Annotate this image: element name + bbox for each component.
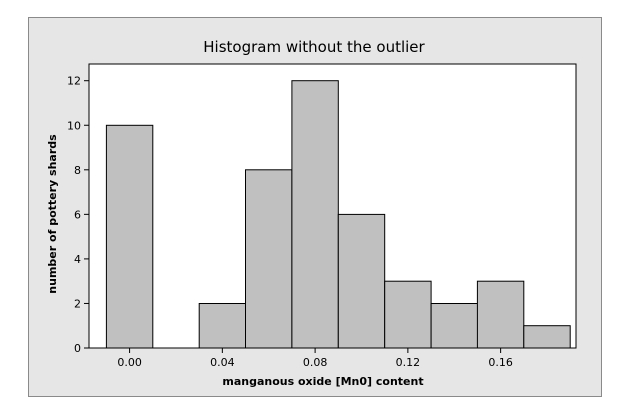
x-tick-label: 0.08 <box>303 356 328 369</box>
y-axis: 0 2 4 6 8 10 12 <box>67 75 89 355</box>
x-tick-label: 0.00 <box>117 356 142 369</box>
histogram-bar <box>105 124 154 349</box>
y-tick-label: 12 <box>67 75 81 88</box>
y-axis-title: number of pottery shards <box>46 134 59 294</box>
y-tick-label: 0 <box>74 342 81 355</box>
bars-group <box>105 80 571 349</box>
x-tick-label: 0.12 <box>396 356 421 369</box>
x-axis: 0.00 0.04 0.08 0.12 0.16 <box>117 348 513 369</box>
x-tick-label: 0.04 <box>210 356 235 369</box>
histogram-bar <box>337 213 386 349</box>
histogram-bar <box>291 80 339 349</box>
chart-title: Histogram without the outlier <box>203 38 425 56</box>
histogram-bar <box>198 303 247 349</box>
histogram-bar <box>523 325 571 349</box>
x-axis-title: manganous oxide [Mn0] content <box>222 375 423 388</box>
y-tick-label: 10 <box>67 119 81 132</box>
histogram-bar <box>476 280 525 349</box>
y-tick-label: 4 <box>74 253 81 266</box>
histogram-bar <box>245 169 293 349</box>
histogram-bar <box>430 303 479 349</box>
y-tick-label: 8 <box>74 164 81 177</box>
y-tick-label: 6 <box>74 208 81 221</box>
x-tick-label: 0.16 <box>488 356 513 369</box>
histogram-bar <box>384 280 432 349</box>
y-tick-label: 2 <box>74 297 81 310</box>
